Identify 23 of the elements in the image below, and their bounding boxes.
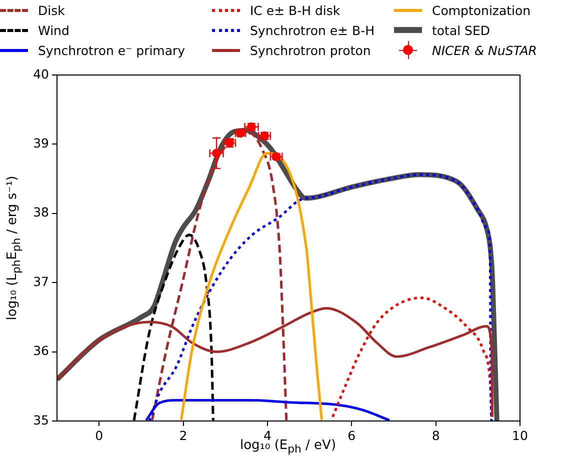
legend-label: Synchrotron e± B-H — [250, 22, 374, 38]
y-tick-label: 36 — [33, 343, 50, 358]
line-series — [148, 173, 493, 421]
legend-label: Disk — [38, 2, 65, 18]
y-tick-label: 40 — [33, 66, 50, 82]
legend-label: IC e± B-H disk — [250, 2, 340, 18]
y-tick-label: 38 — [33, 204, 50, 220]
legend-label: NICER & NuSTAR — [432, 42, 537, 58]
y-tick-label: 37 — [33, 274, 49, 289]
y-tick-label: 39 — [33, 135, 50, 150]
line-series — [180, 152, 323, 421]
legend-label: Synchrotron proton — [250, 42, 371, 58]
legend-label: Comptonization — [432, 2, 531, 18]
x-tick-label: 10 — [512, 428, 528, 443]
x-tick-label: 0 — [95, 428, 104, 443]
legend-label: Wind — [38, 22, 70, 38]
x-tick-label: 6 — [348, 428, 356, 443]
x-tick-label: 8 — [432, 428, 440, 443]
legend-label: Synchrotron e⁻ primary — [38, 42, 186, 58]
y-tick-label: 35 — [33, 412, 49, 428]
line-series — [331, 296, 494, 421]
x-tick-label: 2 — [179, 428, 188, 443]
legend-label: total SED — [432, 22, 490, 38]
